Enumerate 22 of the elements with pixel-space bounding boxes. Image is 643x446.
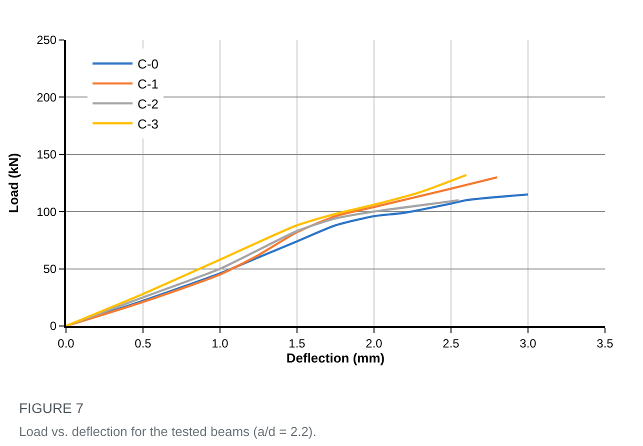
x-axis-title: Deflection (mm) <box>286 350 385 366</box>
y-tick-label: 100 <box>36 204 57 219</box>
y-tick-label: 150 <box>36 148 57 162</box>
x-tick-label: 3.5 <box>596 336 614 350</box>
x-tick-label: 1.5 <box>288 336 306 350</box>
legend-label: C-1 <box>138 76 159 92</box>
x-tick-label: 2.5 <box>442 336 460 350</box>
legend-label: C-2 <box>138 96 159 112</box>
y-axis-title: Load (kN) <box>6 153 22 213</box>
x-tick-label: 0.5 <box>134 336 152 350</box>
caption: FIGURE 7 <box>19 400 84 416</box>
legend-label: C-0 <box>138 56 159 72</box>
y-tick-label: 50 <box>43 262 57 276</box>
legend-label: C-3 <box>138 116 159 132</box>
y-tick-label: 0 <box>50 319 57 334</box>
x-tick-label: 3.0 <box>520 336 537 350</box>
x-tick-label: 2.0 <box>366 336 383 350</box>
text: Load vs. deflection for the tested beams (a/d = 2.2). <box>19 424 316 439</box>
y-tick-label: 250 <box>36 33 57 48</box>
x-tick-label: 1.0 <box>212 336 229 350</box>
y-tick-label: 200 <box>36 90 57 104</box>
x-tick-label: 0.0 <box>58 336 75 350</box>
